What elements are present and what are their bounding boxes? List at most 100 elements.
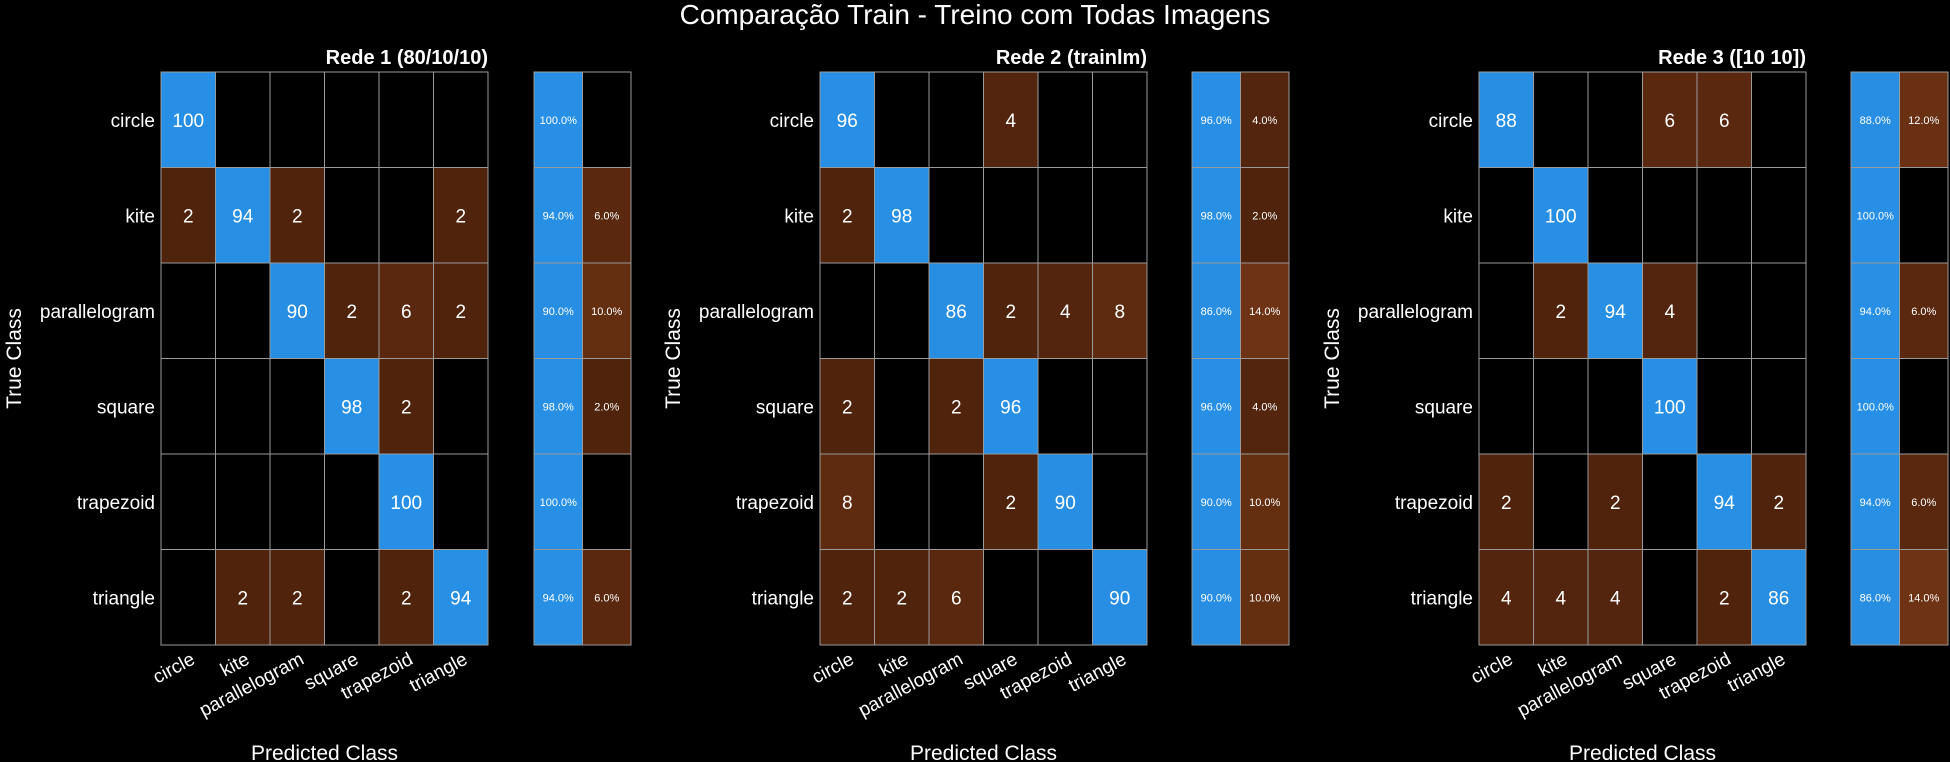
confusion-matrix-panel-1: Rede 1 (80/10/10) 100 2 94 2 2 90 2 6 2 98 2 100 2 2 2 9… bbox=[3, 47, 632, 762]
summary-value: 90.0% bbox=[1201, 592, 1232, 604]
cell-value: 4 bbox=[1610, 588, 1621, 609]
cell-value: 6 bbox=[1664, 111, 1675, 132]
matrix-cell bbox=[324, 453, 380, 550]
summary-value: 86.0% bbox=[1201, 306, 1232, 318]
cell-value: 6 bbox=[1719, 111, 1730, 132]
figure-title: Comparação Train - Treino com Todas Imag… bbox=[679, 0, 1271, 30]
summary-value: 94.0% bbox=[1860, 306, 1891, 318]
summary-cell bbox=[582, 71, 632, 168]
matrix-cell bbox=[874, 453, 930, 550]
summary-value: 14.0% bbox=[1249, 306, 1280, 318]
summary-value: 2.0% bbox=[594, 401, 619, 413]
matrix-cell bbox=[1533, 358, 1589, 455]
matrix-cell bbox=[1696, 262, 1752, 359]
summary-value: 96.0% bbox=[1201, 401, 1232, 413]
matrix-cell bbox=[160, 262, 216, 359]
matrix-cell bbox=[215, 167, 271, 264]
matrix-cell bbox=[1478, 358, 1534, 455]
cell-value: 4 bbox=[1664, 302, 1675, 323]
matrix-cell bbox=[1092, 71, 1148, 168]
matrix-cell bbox=[819, 453, 875, 550]
column-label: parallelogram bbox=[196, 649, 308, 722]
matrix-cell bbox=[1092, 358, 1148, 455]
cell-value: 2 bbox=[896, 588, 907, 609]
matrix-cell bbox=[1037, 71, 1093, 168]
cell-value: 2 bbox=[237, 588, 248, 609]
matrix-cell bbox=[874, 358, 930, 455]
cell-value: 2 bbox=[401, 397, 412, 418]
summary-cell bbox=[1240, 71, 1290, 168]
cell-value: 2 bbox=[346, 302, 357, 323]
summary-cell bbox=[582, 453, 632, 550]
column-label: triangle bbox=[1065, 649, 1130, 697]
cell-value: 2 bbox=[1555, 302, 1566, 323]
matrix-cell bbox=[819, 358, 875, 455]
cell-value: 100 bbox=[1545, 206, 1577, 227]
matrix-cell bbox=[1587, 358, 1643, 455]
matrix-cell bbox=[433, 71, 489, 168]
matrix-cell bbox=[874, 262, 930, 359]
cell-value: 2 bbox=[292, 588, 303, 609]
summary-cell bbox=[582, 167, 632, 264]
x-axis-label: Predicted Class bbox=[251, 742, 398, 762]
matrix-cell bbox=[269, 71, 325, 168]
cell-value: 98 bbox=[891, 206, 912, 227]
row-label: square bbox=[1415, 397, 1473, 418]
matrix-cell bbox=[269, 549, 325, 646]
cell-value: 86 bbox=[1768, 588, 1789, 609]
summary-value: 6.0% bbox=[594, 592, 619, 604]
matrix-cell bbox=[1037, 358, 1093, 455]
summary-cell bbox=[1240, 453, 1290, 550]
summary-value: 4.0% bbox=[1252, 115, 1277, 127]
summary-cell bbox=[1240, 262, 1290, 359]
matrix-cell bbox=[378, 549, 434, 646]
summary-cell bbox=[533, 262, 583, 359]
matrix-cell bbox=[928, 71, 984, 168]
matrix-cell bbox=[874, 549, 930, 646]
row-label: parallelogram bbox=[40, 302, 155, 323]
summary-value: 10.0% bbox=[1249, 497, 1280, 509]
summary-value: 98.0% bbox=[543, 401, 574, 413]
matrix-cell bbox=[378, 262, 434, 359]
matrix-cell bbox=[928, 453, 984, 550]
cell-value: 100 bbox=[172, 111, 204, 132]
summary-value: 100.0% bbox=[540, 497, 578, 509]
summary-cell bbox=[1899, 262, 1949, 359]
matrix-cell bbox=[1037, 167, 1093, 264]
cell-value: 94 bbox=[1714, 493, 1736, 514]
matrix-cell bbox=[819, 549, 875, 646]
matrix-cell bbox=[1533, 549, 1589, 646]
summary-cell bbox=[533, 71, 583, 168]
summary-value: 12.0% bbox=[1908, 115, 1939, 127]
confusion-matrix-panel-2: Rede 2 (trainlm) 96 4 2 98 86 2 4 8 2 2 96 8 2 90 2 2 6 90… bbox=[662, 47, 1290, 762]
summary-cell bbox=[1850, 358, 1900, 455]
matrix-cell bbox=[378, 453, 434, 550]
cell-value: 94 bbox=[1605, 302, 1627, 323]
matrix-cell bbox=[1037, 453, 1093, 550]
y-axis-label: True Class bbox=[662, 308, 685, 409]
matrix-cell bbox=[1751, 358, 1807, 455]
row-label: parallelogram bbox=[1358, 302, 1473, 323]
panel-title: Rede 2 (trainlm) bbox=[996, 47, 1147, 69]
row-label: triangle bbox=[1411, 588, 1473, 609]
summary-cell bbox=[1240, 358, 1290, 455]
matrix-cell bbox=[1478, 453, 1534, 550]
matrix-cell bbox=[324, 167, 380, 264]
matrix-cell bbox=[1751, 71, 1807, 168]
matrix-cell bbox=[324, 549, 380, 646]
cell-value: 90 bbox=[287, 302, 308, 323]
matrix-cell bbox=[1533, 262, 1589, 359]
summary-cell bbox=[533, 167, 583, 264]
cell-value: 94 bbox=[232, 206, 254, 227]
summary-value: 94.0% bbox=[1860, 497, 1891, 509]
row-label: trapezoid bbox=[736, 493, 814, 514]
matrix-cell bbox=[378, 71, 434, 168]
summary-value: 90.0% bbox=[543, 306, 574, 318]
summary-value: 88.0% bbox=[1860, 115, 1891, 127]
summary-cell bbox=[1899, 167, 1949, 264]
summary-cell bbox=[1191, 71, 1241, 168]
matrix-cell bbox=[1478, 549, 1534, 646]
matrix-cell bbox=[983, 262, 1039, 359]
matrix-cell bbox=[1587, 167, 1643, 264]
cell-value: 2 bbox=[951, 397, 962, 418]
